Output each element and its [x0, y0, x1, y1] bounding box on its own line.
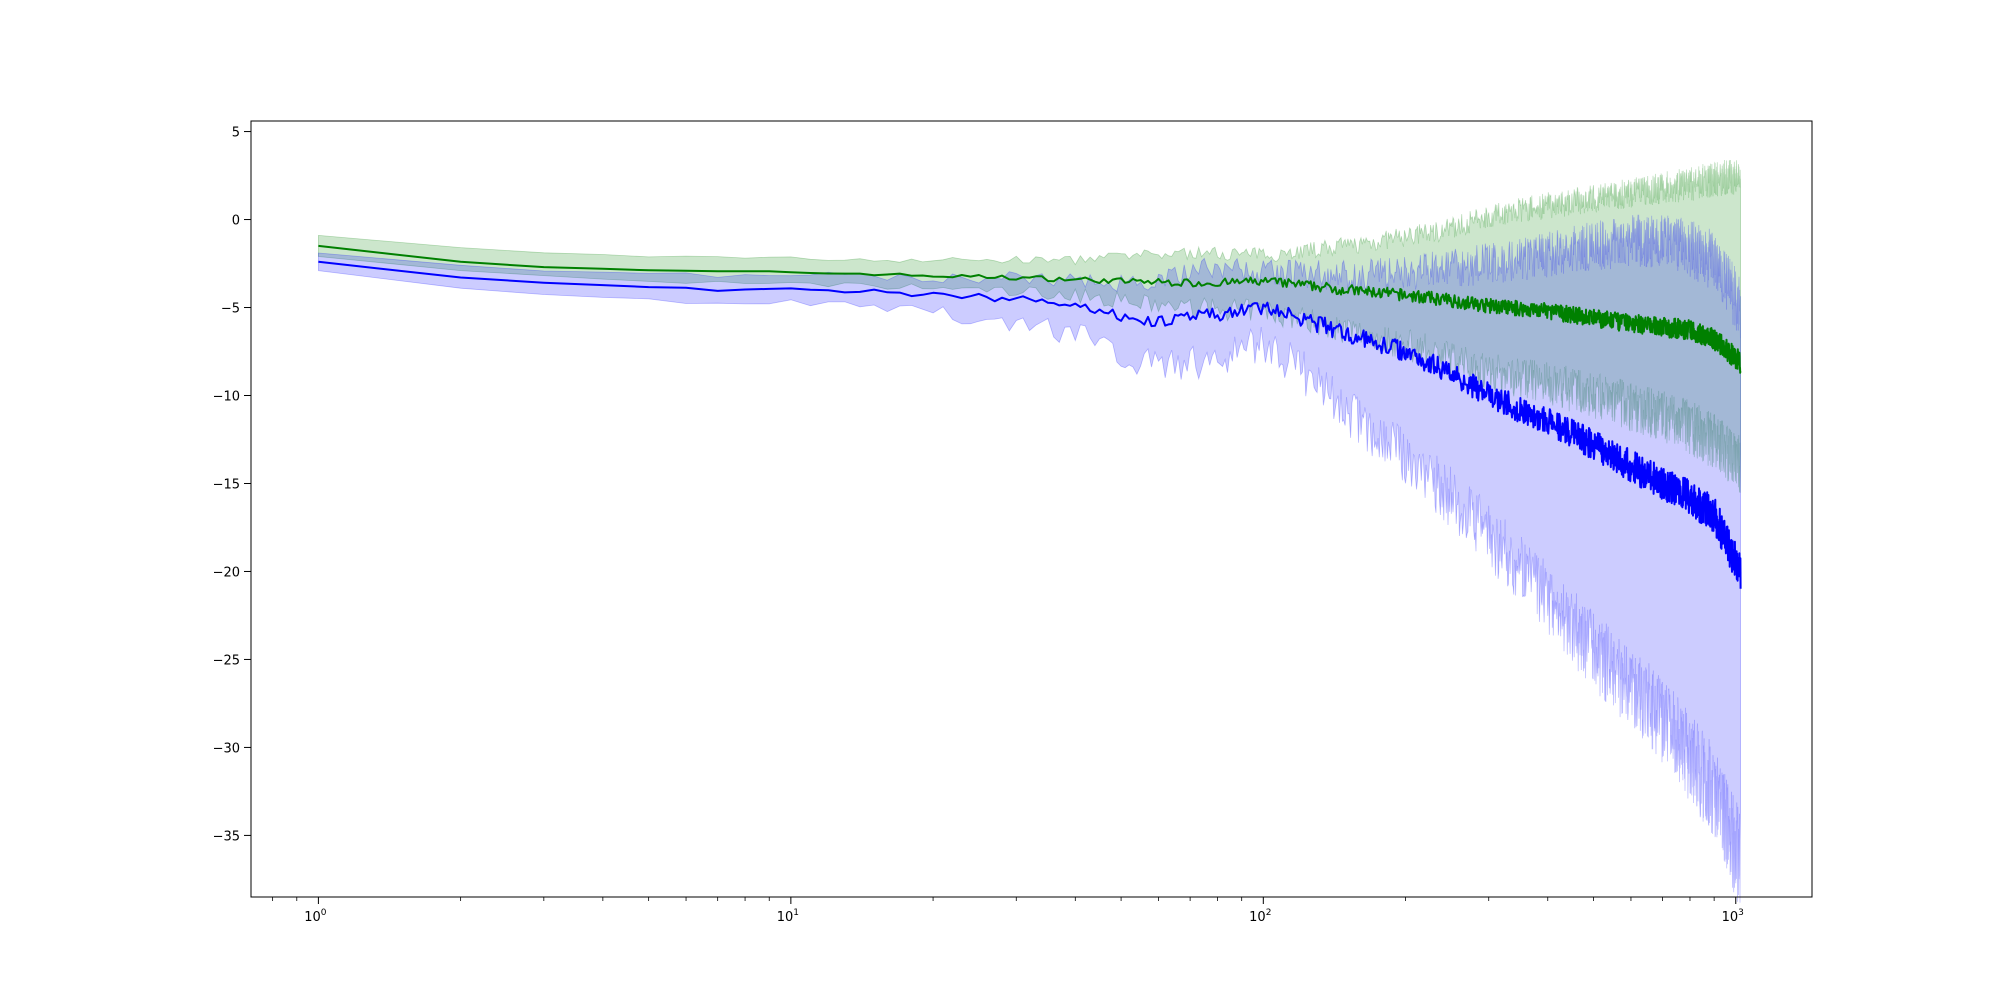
- mean-lines: [318, 244, 1742, 589]
- x-tick-label-1: 101: [777, 908, 799, 925]
- y-tick-label-1: 0: [232, 214, 240, 229]
- y-tick-label-8: −35: [213, 829, 240, 844]
- series-1-band: [318, 214, 1741, 903]
- y-tick-label-5: −20: [213, 565, 240, 580]
- series-0-line: [318, 244, 1742, 374]
- y-tick-label-7: −30: [213, 741, 240, 756]
- y-tick-label-3: −10: [213, 390, 240, 405]
- y-tick-label-6: −25: [213, 653, 240, 668]
- plot-frame: [250, 120, 1813, 898]
- x-tick-label-3: 103: [1722, 908, 1744, 925]
- confidence-bands: [318, 159, 1741, 903]
- y-tick-label-4: −15: [213, 477, 240, 492]
- y-tick-label-0: 5: [232, 126, 240, 141]
- x-tick-label-2: 102: [1249, 908, 1271, 925]
- series-1-line: [318, 260, 1742, 589]
- x-tick-label-0: 100: [304, 908, 327, 925]
- series-0-band: [318, 159, 1741, 493]
- x-axis: 100 101 102 103: [272, 897, 1744, 925]
- y-tick-label-2: −5: [221, 302, 240, 317]
- y-axis: 5 0 −5 −10 −15 −20 −25 −30 −35: [213, 126, 251, 844]
